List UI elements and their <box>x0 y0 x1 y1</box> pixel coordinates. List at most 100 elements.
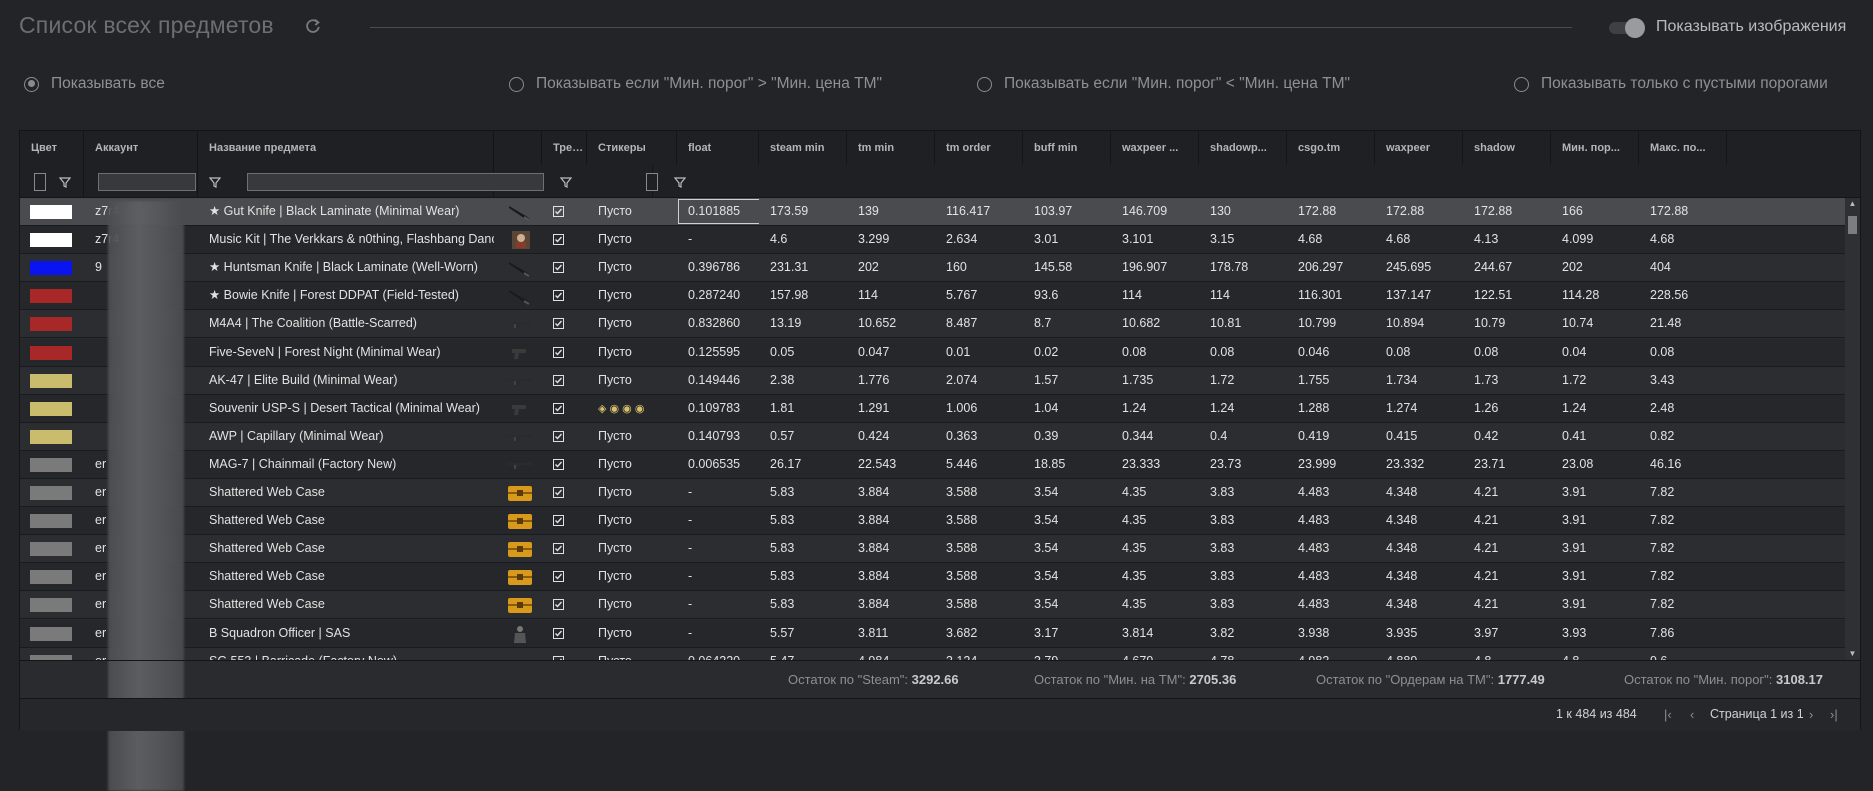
cell-color <box>20 395 84 422</box>
header-col-image[interactable] <box>494 131 542 165</box>
cell-text: 3.884 <box>858 485 890 499</box>
table-row[interactable]: er Shattered Web Case Пусто - 5.83 3.884 3.588… <box>20 535 1846 564</box>
trade-filter-box[interactable] <box>646 173 658 191</box>
filter-icon[interactable] <box>674 177 686 188</box>
checkbox-checked-icon[interactable] <box>553 402 564 414</box>
header-col-max-porog[interactable]: Макс. по... <box>1639 131 1727 165</box>
header-col-min-porog[interactable]: Мин. пор... <box>1551 131 1639 165</box>
cell-buff-min: 3.54 <box>1023 479 1111 506</box>
header-col-steam-min[interactable]: steam min <box>759 131 847 165</box>
summary-tm-orders: Остаток по "Ордерам на ТМ": 1777.49 <box>1316 672 1545 687</box>
table-row[interactable]: er Shattered Web Case Пусто - 5.83 3.884 3.588… <box>20 479 1846 507</box>
checkbox-checked-icon[interactable] <box>553 290 564 302</box>
header-col-tm-order[interactable]: tm order <box>935 131 1023 165</box>
grid-filter-row <box>20 165 1860 198</box>
table-row[interactable]: er Shattered Web Case Пусто - 5.83 3.884 3.588… <box>20 591 1846 620</box>
refresh-icon[interactable] <box>304 17 322 35</box>
checkbox-checked-icon[interactable] <box>553 262 564 274</box>
checkbox-checked-icon[interactable] <box>553 571 564 583</box>
color-swatch <box>30 486 72 500</box>
table-row[interactable]: er B Squadron Officer | SAS Пусто - 5.57 3.81… <box>20 619 1846 648</box>
filter-icon[interactable] <box>560 177 572 188</box>
radio-dot[interactable] <box>977 76 992 92</box>
table-row[interactable]: M4A4 | The Coalition (Battle-Scarred) Пус… <box>20 310 1846 339</box>
radio-dot-selected[interactable] <box>24 76 39 92</box>
checkbox-checked-icon[interactable] <box>553 430 564 442</box>
checkbox-checked-icon[interactable] <box>553 543 564 555</box>
cell-trade <box>542 254 587 281</box>
scroll-down-icon[interactable]: ▼ <box>1848 649 1857 658</box>
color-filter-box[interactable] <box>34 173 46 191</box>
cell-text: 245.695 <box>1386 260 1432 275</box>
checkbox-checked-icon[interactable] <box>553 599 564 611</box>
checkbox-checked-icon[interactable] <box>553 627 564 639</box>
cell-shadow: 1.73 <box>1463 367 1551 394</box>
radio-show-all[interactable]: Показывать все <box>24 75 165 93</box>
cell-float: 0.006535 <box>677 451 759 478</box>
table-row[interactable]: AK-47 | Elite Build (Minimal Wear) Пусто 0… <box>20 366 1846 395</box>
last-page-icon[interactable]: ›| <box>1830 707 1838 722</box>
checkbox-checked-icon[interactable] <box>553 487 564 498</box>
header-col-account[interactable]: Аккаунт <box>84 131 198 165</box>
cell-csgotm: 4.68 <box>1287 226 1375 253</box>
radio-show-empty[interactable]: Показывать только с пустыми порогами <box>1514 75 1828 93</box>
scrollbar-thumb[interactable] <box>1848 216 1857 234</box>
header-col-float[interactable]: float <box>677 131 759 165</box>
checkbox-checked-icon[interactable] <box>553 234 564 246</box>
cell-text: 202 <box>1562 260 1583 275</box>
header-col-waxpeer-avg[interactable]: waxpeer ... <box>1111 131 1199 165</box>
radio-show-less[interactable]: Показывать если "Мин. порог" < "Мин. цен… <box>977 75 1350 93</box>
checkbox-checked-icon[interactable] <box>553 318 564 330</box>
table-row[interactable]: z7r4★ Gut Knife | Black Laminate (Minima… <box>20 198 1846 226</box>
header-col-trade[interactable]: Трейд? <box>542 131 587 165</box>
header-col-stickers[interactable]: Стикеры <box>587 131 677 165</box>
account-filter-input[interactable] <box>98 173 196 191</box>
table-row[interactable]: Five-SeveN | Forest Night (Minimal Wear)… <box>20 338 1846 367</box>
first-page-icon[interactable]: |‹ <box>1664 707 1672 722</box>
checkbox-checked-icon[interactable] <box>553 206 564 217</box>
cell-shadowpay: 178.78 <box>1199 254 1287 281</box>
table-row[interactable]: AWP | Capillary (Minimal Wear) Пусто 0.140… <box>20 422 1846 451</box>
checkbox-checked-icon[interactable] <box>553 346 564 358</box>
cell-text: 4.348 <box>1386 597 1418 612</box>
table-row[interactable]: Souvenir USP-S | Desert Tactical (Minima… <box>20 394 1846 423</box>
checkbox-checked-icon[interactable] <box>553 515 564 527</box>
next-page-icon[interactable]: › <box>1809 707 1814 722</box>
cell-text: 4.8 <box>1474 654 1491 660</box>
checkbox-checked-icon[interactable] <box>553 655 564 660</box>
cell-text: Shattered Web Case <box>209 513 325 528</box>
name-filter-input[interactable] <box>247 173 544 191</box>
prev-page-icon[interactable]: ‹ <box>1690 707 1695 722</box>
header-col-shadow[interactable]: shadow <box>1463 131 1551 165</box>
radio-dot[interactable] <box>509 76 524 92</box>
cell-text: 3.01 <box>1034 232 1059 247</box>
table-row[interactable]: 9 ★ Huntsman Knife | Black Laminate (Well… <box>20 254 1846 283</box>
table-row[interactable]: er Shattered Web Case Пусто - 5.83 3.884 3.588… <box>20 563 1846 592</box>
radio-label: Показывать если "Мин. порог" > "Мин. цен… <box>536 75 883 92</box>
cell-image <box>494 507 542 534</box>
scroll-up-icon[interactable]: ▲ <box>1848 199 1857 208</box>
checkbox-checked-icon[interactable] <box>553 458 564 470</box>
header-col-waxpeer[interactable]: waxpeer <box>1375 131 1463 165</box>
table-row[interactable]: er Shattered Web Case Пусто - 5.83 3.884 3.588… <box>20 507 1846 536</box>
cell-buff-min: 0.02 <box>1023 339 1111 366</box>
filter-icon[interactable] <box>209 177 221 188</box>
color-swatch <box>30 429 72 444</box>
table-row[interactable]: ★ Bowie Knife | Forest DDPAT (Field-Test… <box>20 282 1846 311</box>
vertical-scrollbar[interactable]: ▲ ▼ <box>1845 198 1860 660</box>
table-row[interactable]: z7r4Music Kit | The Verkkars & n0thing, … <box>20 226 1846 255</box>
header-col-tm-min[interactable]: tm min <box>847 131 935 165</box>
header-col-name[interactable]: Название предмета <box>198 131 494 165</box>
radio-show-greater[interactable]: Показывать если "Мин. порог" > "Мин. цен… <box>509 75 882 93</box>
show-images-toggle[interactable] <box>1609 18 1645 38</box>
radio-dot[interactable] <box>1514 76 1529 92</box>
filter-icon[interactable] <box>59 177 71 188</box>
header-col-shadowpay[interactable]: shadowp... <box>1199 131 1287 165</box>
table-row[interactable]: er SG 553 | Barricade (Factory New) Пусто 0… <box>20 647 1846 660</box>
header-col-color[interactable]: Цвет <box>20 131 84 165</box>
cell-csgotm: 4.983 <box>1287 648 1375 660</box>
checkbox-checked-icon[interactable] <box>553 374 564 386</box>
table-row[interactable]: er MAG-7 | Chainmail (Factory New) Пусто 0.… <box>20 450 1846 479</box>
header-col-csgotm[interactable]: csgo.tm <box>1287 131 1375 165</box>
header-col-buff-min[interactable]: buff min <box>1023 131 1111 165</box>
